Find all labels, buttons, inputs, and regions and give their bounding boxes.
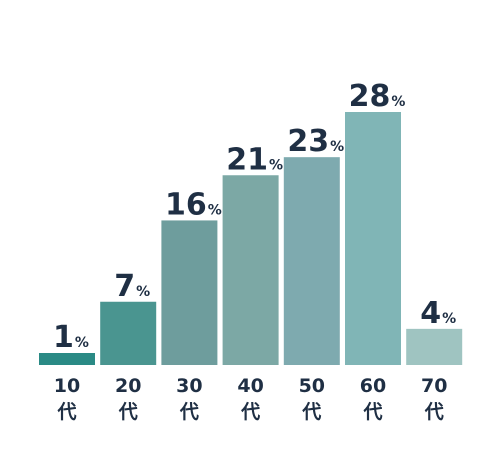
tick-label-30: 30: [176, 375, 202, 397]
tick-unit-70: 代: [424, 401, 444, 423]
tick-unit-10: 代: [56, 401, 76, 423]
data-label-40: 21%: [226, 142, 283, 177]
tick-label-60: 60: [360, 375, 386, 397]
data-label-70: 4%: [420, 296, 456, 331]
tick-label-20: 20: [115, 375, 141, 397]
bar-40: [222, 175, 279, 365]
bar-70: [406, 328, 463, 365]
bar-10: [39, 353, 95, 365]
data-label-30: 16%: [165, 187, 222, 222]
data-label-20: 7%: [114, 269, 150, 304]
tick-unit-50: 代: [301, 401, 321, 423]
data-label-10: 1%: [53, 320, 89, 355]
bar-20: [100, 301, 157, 365]
tick-label-10: 10: [54, 375, 80, 397]
tick-label-40: 40: [237, 375, 263, 397]
tick-unit-60: 代: [362, 401, 382, 423]
tick-unit-20: 代: [118, 401, 138, 423]
bar-30: [161, 220, 218, 365]
data-label-50: 23%: [287, 124, 344, 159]
tick-label-50: 50: [299, 375, 325, 397]
tick-unit-30: 代: [179, 401, 199, 423]
bar-60: [345, 112, 401, 365]
bar-50: [283, 157, 340, 365]
tick-unit-40: 代: [240, 401, 260, 423]
data-label-60: 28%: [349, 79, 406, 114]
tick-label-70: 70: [421, 375, 447, 397]
